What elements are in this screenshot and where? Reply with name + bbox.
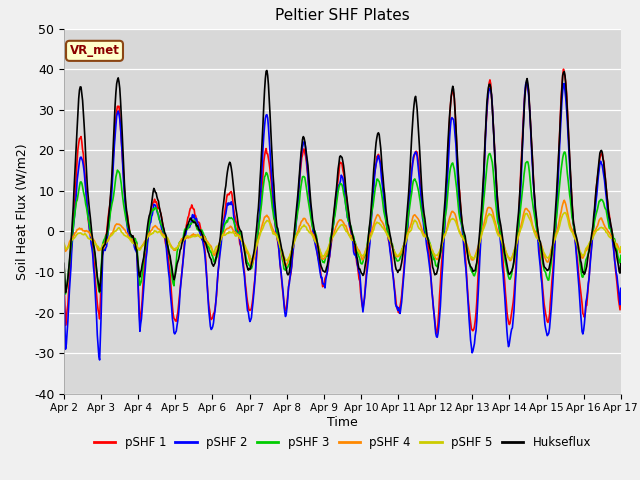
pSHF 4 [428, 246, 435, 252]
pSHF 2 [96, 357, 104, 363]
pSHF 4 [60, 241, 68, 247]
Hukseflux [61, 290, 69, 296]
Hukseflux [60, 261, 68, 266]
pSHF 1 [426, 265, 434, 271]
pSHF 5 [184, 233, 192, 239]
Hukseflux [263, 68, 271, 73]
Hukseflux [214, 247, 222, 253]
pSHF 5 [561, 210, 569, 216]
pSHF 5 [411, 217, 419, 223]
pSHF 5 [70, 236, 78, 241]
pSHF 3 [128, 238, 136, 243]
pSHF 1 [127, 234, 135, 240]
pSHF 4 [561, 197, 568, 203]
Hukseflux [185, 219, 193, 225]
pSHF 4 [248, 263, 255, 268]
Text: VR_met: VR_met [70, 44, 120, 57]
Hukseflux [428, 258, 436, 264]
pSHF 3 [71, 210, 79, 216]
Legend: pSHF 1, pSHF 2, pSHF 3, pSHF 4, pSHF 5, Hukseflux: pSHF 1, pSHF 2, pSHF 3, pSHF 4, pSHF 5, … [89, 431, 596, 454]
Title: Peltier SHF Plates: Peltier SHF Plates [275, 9, 410, 24]
Line: pSHF 2: pSHF 2 [64, 82, 621, 360]
Line: pSHF 3: pSHF 3 [64, 152, 621, 294]
pSHF 2 [522, 79, 530, 85]
pSHF 3 [60, 262, 68, 268]
pSHF 3 [428, 246, 435, 252]
pSHF 1 [214, 279, 221, 285]
X-axis label: Time: Time [327, 416, 358, 429]
pSHF 4 [214, 247, 221, 252]
pSHF 4 [127, 236, 135, 242]
pSHF 5 [214, 243, 221, 249]
pSHF 1 [559, 66, 567, 72]
pSHF 2 [128, 238, 136, 244]
pSHF 1 [70, 207, 78, 213]
pSHF 5 [127, 238, 135, 244]
pSHF 1 [433, 331, 440, 336]
pSHF 4 [617, 246, 625, 252]
pSHF 5 [282, 258, 290, 264]
pSHF 1 [184, 215, 192, 220]
pSHF 3 [61, 291, 69, 297]
pSHF 3 [561, 149, 568, 155]
pSHF 1 [410, 154, 418, 159]
Y-axis label: Soil Heat Flux (W/m2): Soil Heat Flux (W/m2) [15, 143, 28, 279]
pSHF 3 [214, 251, 222, 256]
pSHF 5 [617, 244, 625, 250]
Line: pSHF 4: pSHF 4 [64, 200, 621, 265]
Hukseflux [71, 171, 79, 177]
pSHF 2 [428, 277, 435, 283]
pSHF 2 [411, 151, 419, 156]
pSHF 2 [70, 217, 78, 223]
Line: pSHF 1: pSHF 1 [64, 69, 621, 334]
pSHF 1 [617, 288, 625, 294]
pSHF 2 [185, 223, 193, 228]
pSHF 2 [214, 268, 222, 274]
pSHF 2 [617, 286, 625, 291]
pSHF 3 [411, 176, 419, 182]
pSHF 5 [428, 244, 435, 250]
pSHF 3 [617, 252, 625, 258]
Hukseflux [617, 261, 625, 267]
Line: pSHF 5: pSHF 5 [64, 213, 621, 261]
Hukseflux [128, 234, 136, 240]
pSHF 5 [60, 240, 68, 246]
pSHF 4 [70, 232, 78, 238]
pSHF 1 [60, 277, 68, 283]
pSHF 3 [185, 225, 193, 230]
pSHF 4 [411, 212, 419, 217]
pSHF 2 [60, 291, 68, 297]
Hukseflux [412, 94, 419, 99]
Line: Hukseflux: Hukseflux [64, 71, 621, 293]
pSHF 4 [184, 235, 192, 240]
